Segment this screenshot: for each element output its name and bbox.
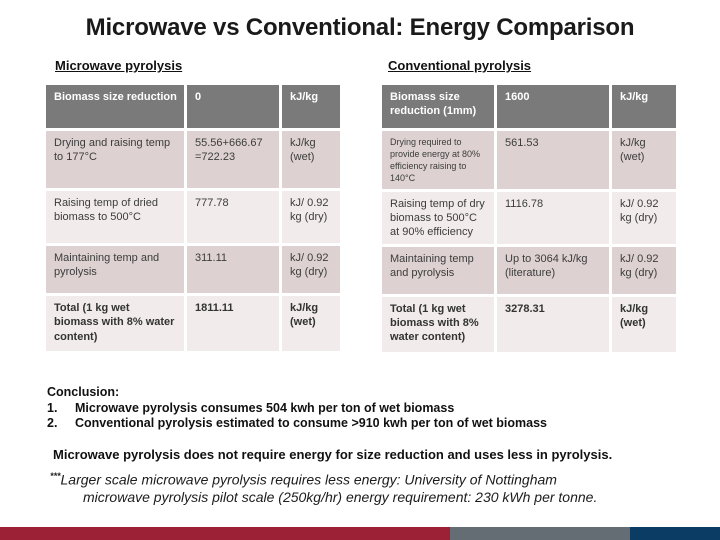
footer-accent-bar [0, 527, 720, 540]
value-cell: Up to 3064 kJ/kg (literature) [497, 246, 609, 294]
row-label-cell: Drying and raising temp to 177°C [46, 131, 184, 188]
conclusion-item-text: Microwave pyrolysis consumes 504 kwh per… [75, 400, 455, 415]
col-header-label: Biomass size reduction [46, 85, 184, 128]
table-row: Raising temp of dry biomass to 500°C at … [382, 191, 676, 244]
section-label-microwave: Microwave pyrolysis [55, 58, 183, 73]
conclusion-heading: Conclusion: [47, 385, 120, 399]
value-cell: 1811.11 [187, 296, 279, 351]
conclusion-item-number: 2. [47, 416, 58, 430]
footnote-line-2: microwave pyrolysis pilot scale (250kg/h… [83, 489, 598, 506]
footnote-line-1: ***Larger scale microwave pyrolysis requ… [50, 468, 700, 489]
conclusion-statement: Microwave pyrolysis does not require ene… [53, 447, 613, 462]
footnote-marker: *** [50, 471, 61, 481]
conclusion-item-2: 2. Conventional pyrolysis estimated to c… [47, 416, 687, 432]
unit-cell: kJ/kg (wet) [282, 131, 340, 188]
slide-title: Microwave vs Conventional: Energy Compar… [85, 14, 635, 41]
col-header-value: 0 [187, 85, 279, 128]
conclusion-item-text: Conventional pyrolysis estimated to cons… [75, 416, 547, 430]
unit-cell: kJ/kg (wet) [282, 296, 340, 351]
value-cell: 1116.78 [497, 191, 609, 244]
table-header-row: Biomass size reduction (1mm) 1600 kJ/kg [382, 85, 676, 128]
section-label-conventional: Conventional pyrolysis [388, 58, 532, 73]
row-label-cell: Drying required to provide energy at 80%… [382, 131, 494, 189]
table-row: Maintaining temp and pyrolysis Up to 306… [382, 246, 676, 294]
col-header-unit: kJ/kg [612, 85, 676, 128]
footer-navy-segment [630, 527, 720, 540]
unit-cell: kJ/ 0.92 kg (dry) [612, 246, 676, 294]
value-cell: 777.78 [187, 191, 279, 243]
footnote-text: Larger scale microwave pyrolysis require… [60, 471, 557, 488]
col-header-value: 1600 [497, 85, 609, 128]
row-label-cell: Raising temp of dried biomass to 500°C [46, 191, 184, 243]
table-row: Raising temp of dried biomass to 500°C 7… [46, 191, 340, 243]
unit-cell: kJ/kg (wet) [612, 296, 676, 352]
value-cell: 561.53 [497, 131, 609, 189]
conclusion-item-number: 1. [47, 400, 58, 415]
unit-cell: kJ/ 0.92 kg (dry) [282, 246, 340, 293]
table-total-row: Total (1 kg wet biomass with 8% water co… [382, 296, 676, 352]
footer-red-segment [0, 527, 450, 540]
table-row: Drying and raising temp to 177°C 55.56+6… [46, 131, 340, 188]
value-cell: 55.56+666.67 =722.23 [187, 131, 279, 188]
row-label-cell: Maintaining temp and pyrolysis [382, 246, 494, 294]
conclusion-item-1: 1. Microwave pyrolysis consumes 504 kwh … [47, 401, 687, 417]
conclusion-block: Conclusion: 1. Microwave pyrolysis consu… [47, 385, 687, 432]
unit-cell: kJ/ 0.92 kg (dry) [612, 191, 676, 244]
row-label-cell: Total (1 kg wet biomass with 8% water co… [382, 296, 494, 352]
row-label-cell: Maintaining temp and pyrolysis [46, 246, 184, 293]
unit-cell: kJ/kg (wet) [612, 131, 676, 189]
value-cell: 311.11 [187, 246, 279, 293]
microwave-table: Biomass size reduction 0 kJ/kg Drying an… [43, 82, 343, 354]
footer-gray-segment [450, 527, 630, 540]
table-header-row: Biomass size reduction 0 kJ/kg [46, 85, 340, 128]
row-label-cell: Total (1 kg wet biomass with 8% water co… [46, 296, 184, 351]
col-header-unit: kJ/kg [282, 85, 340, 128]
col-header-label: Biomass size reduction (1mm) [382, 85, 494, 128]
table-row: Drying required to provide energy at 80%… [382, 131, 676, 189]
unit-cell: kJ/ 0.92 kg (dry) [282, 191, 340, 243]
footnote: ***Larger scale microwave pyrolysis requ… [50, 468, 700, 507]
conventional-table: Biomass size reduction (1mm) 1600 kJ/kg … [379, 82, 679, 355]
value-cell: 3278.31 [497, 296, 609, 352]
table-total-row: Total (1 kg wet biomass with 8% water co… [46, 296, 340, 351]
row-label-cell: Raising temp of dry biomass to 500°C at … [382, 191, 494, 244]
table-row: Maintaining temp and pyrolysis 311.11 kJ… [46, 246, 340, 293]
